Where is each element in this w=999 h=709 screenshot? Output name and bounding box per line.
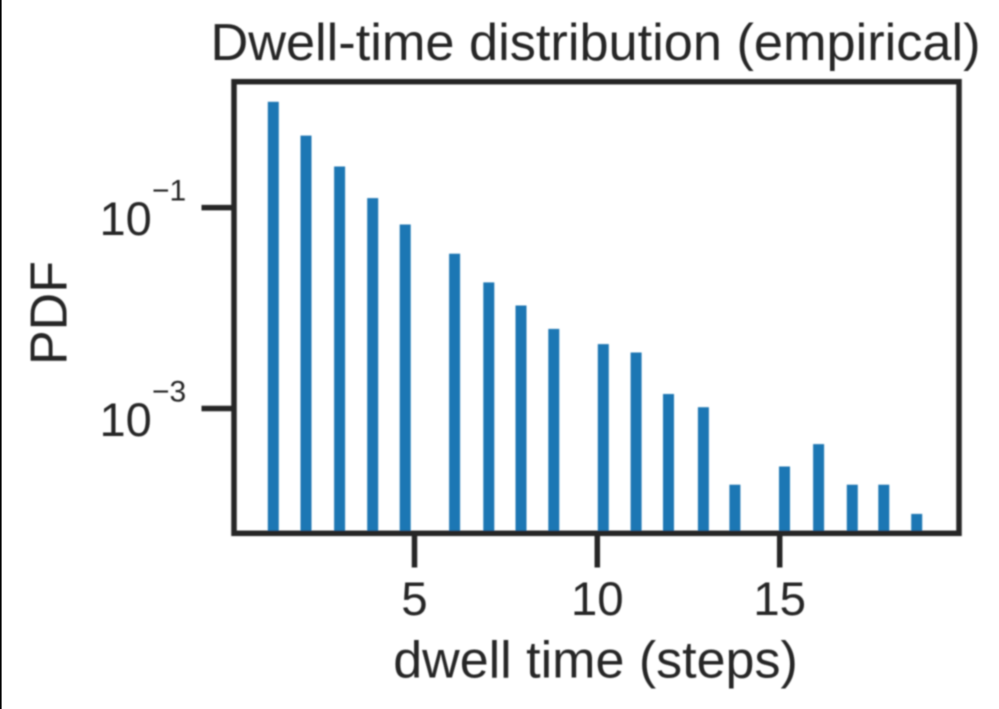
svg-text:PDF: PDF (21, 261, 79, 365)
svg-text:−3: −3 (152, 376, 186, 409)
svg-text:10: 10 (571, 573, 624, 626)
svg-text:Dwell-time distribution (empir: Dwell-time distribution (empirical) (210, 14, 980, 72)
svg-text:−1: −1 (152, 175, 186, 208)
svg-text:10: 10 (100, 393, 152, 446)
svg-text:10: 10 (100, 192, 152, 245)
svg-text:15: 15 (753, 573, 806, 626)
svg-text:dwell time (steps): dwell time (steps) (393, 632, 798, 690)
svg-text:5: 5 (401, 573, 427, 626)
